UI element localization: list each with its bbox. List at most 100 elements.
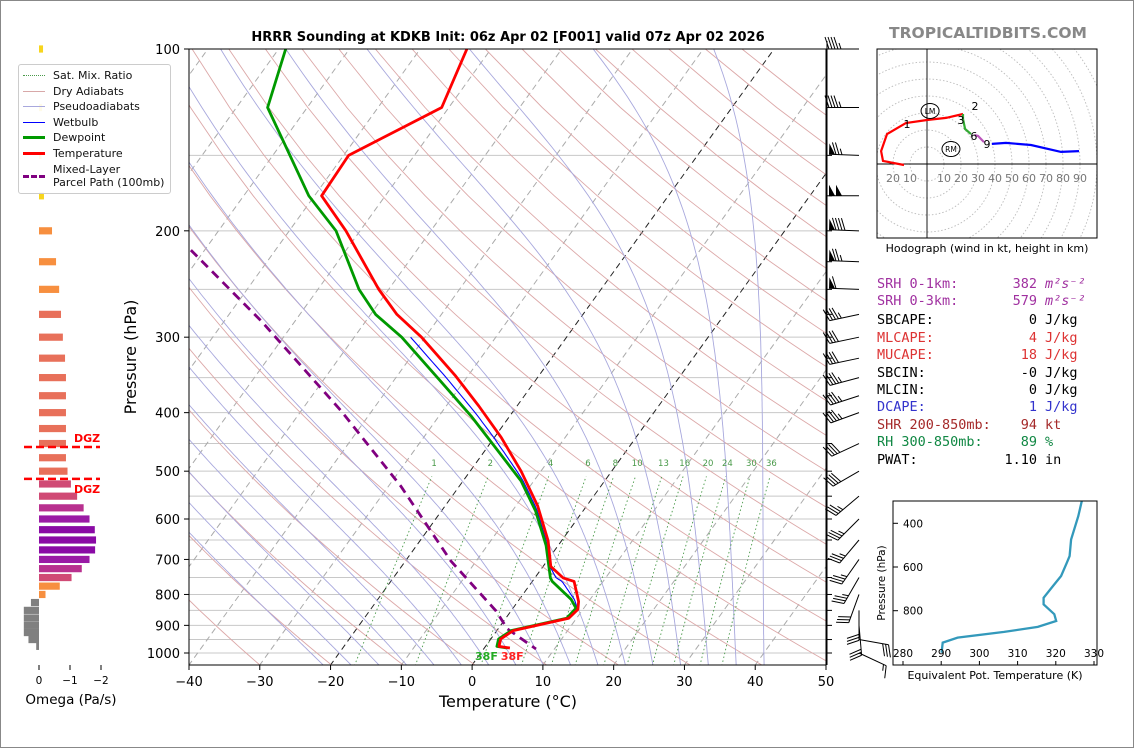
mixing-ratio-label: 36 — [766, 459, 777, 469]
legend-item: Temperature — [19, 146, 170, 162]
wind-barbs — [822, 36, 891, 679]
barb-staff — [839, 539, 860, 564]
y-tick-label: 400 — [155, 407, 180, 422]
stat-value: 0 — [1029, 382, 1037, 398]
x-tick-label: −20 — [317, 675, 344, 690]
barb-staff — [829, 153, 860, 156]
omega-bar — [39, 424, 66, 433]
omega-bar — [28, 635, 39, 644]
barb-feather — [831, 142, 837, 155]
barb-feather — [834, 248, 840, 262]
stat-label: SHR 200-850mb: — [877, 417, 991, 433]
y-tick-label: 800 — [155, 588, 180, 603]
stat-label: SBCAPE: — [877, 312, 934, 328]
stat-label: SBCIN: — [877, 365, 926, 381]
moist-adiabat-line — [366, 49, 682, 665]
barb-pennant — [829, 143, 836, 155]
temperature-line — [320, 49, 580, 650]
mixing-ratio-label: 4 — [548, 459, 553, 469]
moist-adiabat-line — [220, 49, 626, 665]
y-tick-label: 300 — [155, 331, 180, 346]
hodograph-frame — [876, 48, 1098, 239]
barb-feather — [833, 36, 839, 50]
barb-feather — [827, 95, 833, 108]
legend-item: Pseudoadiabats — [19, 99, 170, 115]
barb-feather — [831, 372, 840, 384]
omega-bar — [39, 45, 44, 53]
omega-bar — [39, 492, 78, 500]
stat-label: PWAT: — [877, 452, 918, 468]
isotherm-line — [189, 49, 492, 470]
hodograph-ring-label: 90 — [1073, 172, 1087, 185]
barb-staff — [843, 577, 860, 604]
barb-half-feather — [842, 593, 849, 597]
stats-panel: SRH 0-1km: 382 m²s⁻² SRH 0-3km: 579 m²s⁻² SBCA… — [877, 276, 1086, 468]
omega-bar — [30, 598, 39, 607]
mixing-ratio-label: 20 — [703, 459, 714, 469]
barb-staff — [858, 625, 863, 656]
theta-e-x-tick-label: 300 — [969, 648, 989, 660]
barb-feather — [822, 309, 831, 321]
omega-bar — [23, 606, 39, 614]
x-tick-label: −30 — [246, 675, 273, 690]
stat-label: DCAPE: — [877, 399, 926, 415]
barb-feather — [831, 351, 839, 363]
omega-bar — [39, 258, 57, 266]
mixing-ratio-label: 10 — [632, 459, 643, 469]
dry-adiabat-line — [228, 49, 826, 583]
barb-feather — [828, 308, 836, 320]
stat-row: MUCAPE: 18 J/kg — [877, 347, 1078, 363]
barb-staff — [848, 594, 860, 623]
stat-unit: J/kg — [1045, 330, 1078, 346]
hodograph-ring-label: 70 — [1039, 172, 1053, 185]
dry-adiabat-line — [189, 347, 548, 665]
dry-adiabat-line — [448, 49, 826, 367]
barb-half-feather — [837, 312, 842, 319]
moist-adiabat-line — [189, 277, 517, 665]
barb-half-feather — [837, 395, 843, 402]
stat-value: 18 — [1021, 347, 1037, 363]
barb-pennant — [829, 218, 836, 230]
mixing-ratio-line — [721, 476, 771, 665]
legend: Sat. Mix. Ratio Dry Adiabats Pseudoadiabat… — [18, 64, 171, 194]
barb-feather — [829, 504, 841, 513]
moist-adiabat-line — [469, 49, 709, 665]
hodograph-height-label: 9 — [984, 138, 991, 151]
parcel-path-line — [189, 245, 537, 651]
omega-bar — [39, 374, 66, 382]
stat-row: SRH 0-3km: 579 m²s⁻² — [877, 293, 1086, 309]
omega-bar — [39, 310, 62, 318]
moist-adiabat-line — [189, 224, 544, 665]
wetbulb-line — [410, 336, 578, 649]
barb-feather — [884, 665, 887, 679]
brand-watermark: TROPICALTIDBITS.COM — [889, 24, 1087, 42]
theta-e-x-label: Equivalent Pot. Temperature (K) — [907, 669, 1082, 682]
barb-staff — [858, 652, 887, 667]
omega-tick-label: −2 — [93, 675, 108, 687]
barb-staff — [841, 559, 860, 585]
hodograph-segment — [991, 141, 1080, 154]
barb-half-feather — [837, 376, 843, 383]
isotherm-line — [189, 49, 563, 568]
dry-adiabat-line — [191, 49, 826, 622]
dry-adiabat-line — [189, 599, 261, 665]
barb-staff — [829, 377, 860, 386]
mixing-ratio-line — [521, 476, 587, 665]
barb-half-feather — [837, 413, 843, 420]
barb-feather — [822, 332, 831, 344]
wind-barb — [824, 36, 859, 50]
stat-label: RH 300-850mb: — [877, 434, 983, 450]
plot-frame — [188, 48, 827, 666]
hodograph-height-label: 3 — [958, 114, 965, 127]
legend-label: Wetbulb — [53, 115, 99, 129]
stat-label: MLCIN: — [877, 382, 926, 398]
barb-pennant — [829, 277, 836, 289]
moist-adiabat-line — [285, 49, 654, 665]
omega-bar — [23, 621, 39, 629]
theta-e-y-tick-label: 800 — [903, 606, 923, 618]
barb-feather — [828, 331, 836, 343]
omega-bar — [39, 526, 95, 534]
wind-barb — [824, 95, 859, 109]
